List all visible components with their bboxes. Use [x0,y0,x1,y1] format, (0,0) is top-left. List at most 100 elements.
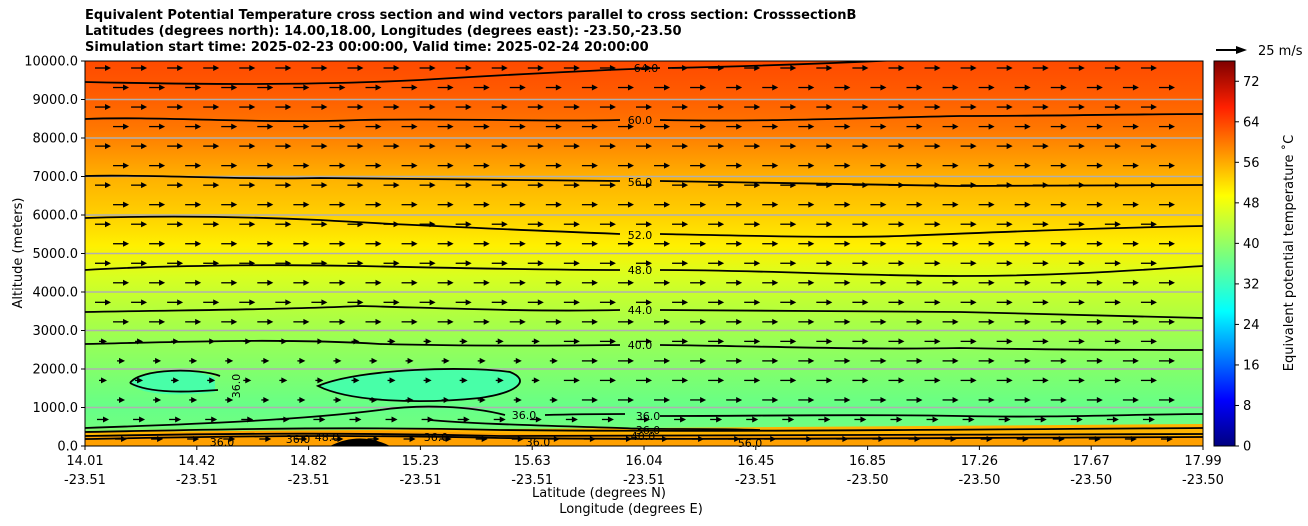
wind-vector-icon [798,84,815,91]
wind-vector-icon [113,279,130,286]
wind-vector-icon [531,377,540,384]
wind-vector-icon [293,201,310,208]
wind-vector-icon [942,318,959,325]
wind-vector-icon [419,65,436,71]
wind-vector-icon [365,201,382,208]
wind-vector-icon [890,416,903,423]
wind-vector-icon [527,104,544,111]
wind-vector-icon [780,338,797,345]
wind-vector-icon [960,143,977,150]
wind-vector-icon [419,299,436,306]
wind-vector-icon [762,123,779,130]
wind-vector-icon [1140,260,1157,267]
wind-vector-icon [870,357,887,364]
wind-vector-icon [816,338,833,345]
wind-vector-icon [131,182,148,189]
wind-vector-icon [419,143,436,150]
wind-vector-icon [960,299,977,306]
wind-vector-icon [780,221,797,228]
contour-60-right [659,113,1203,122]
wind-vector-icon [311,104,328,111]
wind-vector-icon [293,240,310,247]
wind-vector-icon [455,221,472,228]
wind-vector-icon [942,162,959,169]
x-tick-label-lat: 16.45 [737,454,774,469]
wind-vector-icon [638,416,650,423]
wind-vector-icon [473,318,490,325]
wind-vector-icon [800,436,813,442]
wind-vector-icon [888,299,905,306]
wind-vector-icon [563,299,580,306]
x-tick-label-lat: 14.82 [290,454,327,469]
wind-vector-icon [708,260,725,267]
wind-vector-icon [690,396,707,403]
wind-vector-icon [996,143,1013,150]
wind-vector-icon [581,84,598,91]
wind-vector-icon [509,201,526,208]
wind-vector-icon [275,65,292,71]
wind-vector-icon [599,377,616,384]
wind-vector-icon [149,201,166,208]
wind-vector-icon [870,84,887,91]
wind-vector-icon [672,338,689,345]
wind-vector-icon [816,104,833,111]
wind-vector-icon [654,123,671,130]
wind-vector-icon [1104,143,1121,150]
wind-vector-icon [239,104,256,111]
wind-vector-icon [545,240,562,247]
wind-vector-icon [149,318,166,325]
wind-vector-icon [311,221,328,228]
wind-vector-icon [780,260,797,267]
wind-vector-icon [744,338,761,345]
x-tick-label-lat: 16.85 [849,454,886,469]
wind-vector-icon [223,436,236,442]
wind-vector-icon [383,221,400,228]
wind-vector-icon [495,338,504,345]
wind-vector-icon [1158,318,1175,325]
wind-vector-icon [619,436,632,442]
wind-vector-icon [455,104,472,111]
wind-vector-icon [690,123,707,130]
wind-vector-icon [672,299,689,306]
wind-vector-icon [1122,357,1139,364]
wind-vector-icon [906,357,923,364]
wind-vector-icon [257,240,274,247]
wind-vector-icon [459,377,468,384]
wind-vector-icon [1158,396,1175,403]
wind-vector-icon [942,201,959,208]
wind-vector-icon [978,357,995,364]
wind-vector-icon [744,260,761,267]
wind-vector-icon [491,260,508,267]
contour-36-low [85,405,506,429]
wind-vector-icon [275,299,292,306]
wind-vector-icon [672,182,689,189]
wind-vector-icon [149,279,166,286]
x-tick-label-lon: -23.51 [735,473,777,488]
wind-vector-icon [1158,123,1175,130]
wind-vector-icon [996,182,1013,189]
wind-vector-icon [113,123,130,130]
wind-vector-icon [1086,240,1103,247]
wind-vector-icon [942,123,959,130]
contour-36-left-b [129,382,219,393]
wind-vector-icon [527,143,544,150]
x-tick-label-lon: -23.50 [847,473,889,488]
wind-vector-icon [780,143,797,150]
wind-vector-icon [1158,162,1175,169]
wind-vector-icon [617,201,634,208]
wind-vector-icon [852,377,869,384]
wind-vector-icon [1032,182,1049,189]
quiver-key-arrowhead-icon [1236,46,1247,54]
colorbar: 0 8 16 24 32 40 48 56 64 72 Equivalent potential … [1213,60,1297,455]
wind-vector-icon [1014,240,1031,247]
colorbar-tick-label: 8 [1243,399,1251,414]
wind-vector-icon [960,182,977,189]
wind-vector-icon [816,260,833,267]
wind-vector-icon [117,396,126,403]
wind-vector-icon [708,65,725,71]
wind-vector-icon [690,357,707,364]
wind-vector-icon [962,416,975,423]
wind-vector-icon [347,143,364,150]
wind-vector-icon [870,201,887,208]
wind-vector-icon [1122,279,1139,286]
